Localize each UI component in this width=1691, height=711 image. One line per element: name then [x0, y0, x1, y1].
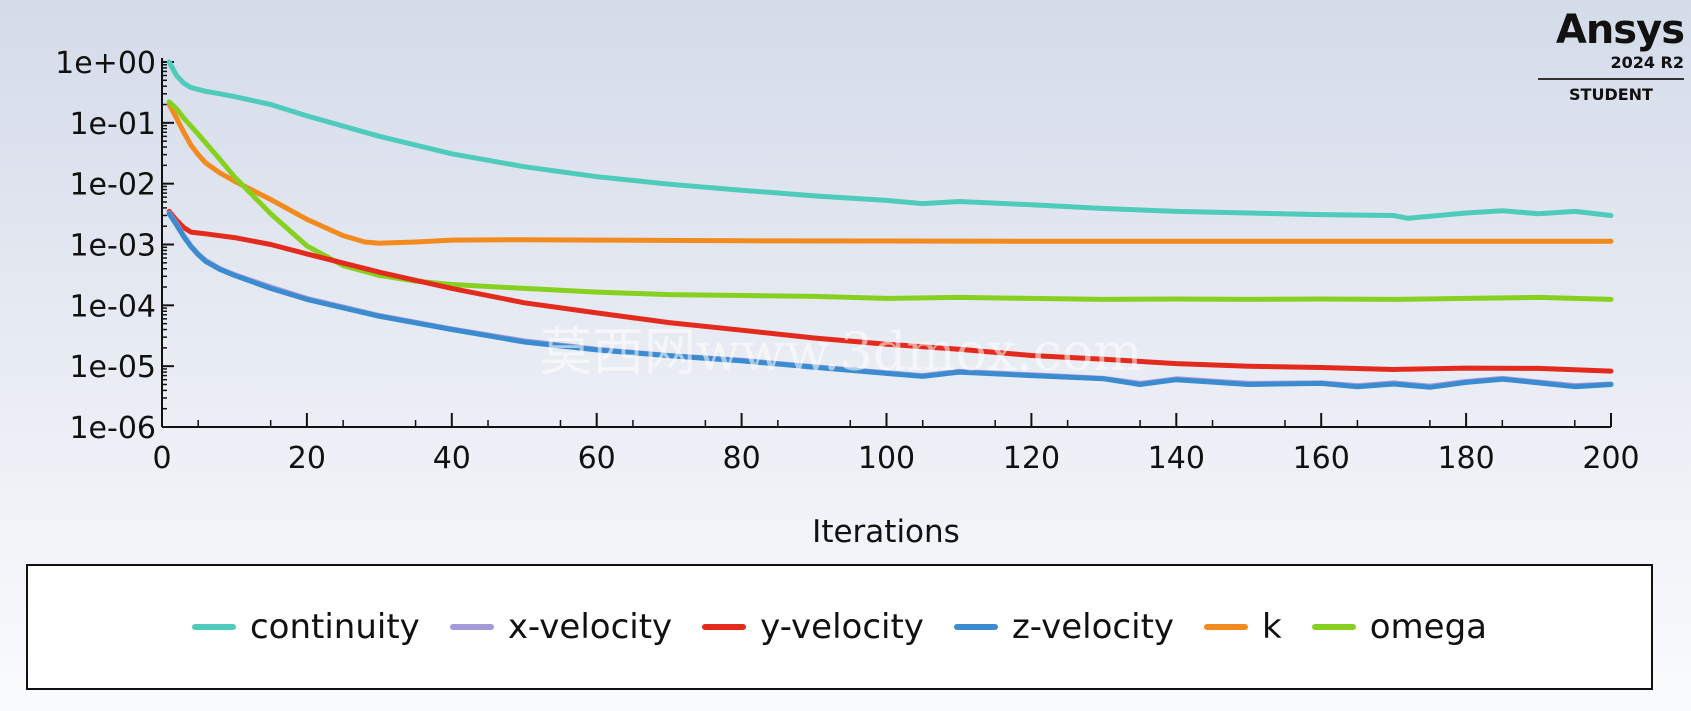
x-tick-label: 180	[1437, 441, 1494, 476]
y-tick-label: 1e-04	[69, 289, 156, 324]
legend-item-k: k	[1204, 607, 1282, 647]
x-tick-label: 100	[858, 441, 915, 476]
series-line-omega	[166, 99, 1614, 302]
legend-item-x-velocity: x-velocity	[449, 607, 673, 647]
legend-swatch	[702, 624, 747, 630]
series-line-y-velocity	[166, 208, 1614, 374]
legend-label: x-velocity	[507, 607, 673, 647]
logo-edition: STUDENT	[1569, 85, 1653, 104]
y-axis: 1e+00 1e-01 1e-02 1e-03 1e-04 1e-05 1e-06	[55, 46, 174, 446]
y-tick-label: 1e-05	[69, 350, 156, 385]
y-tick-label: 1e-03	[69, 229, 156, 264]
legend-label: continuity	[249, 607, 420, 647]
x-tick-label: 40	[433, 441, 471, 476]
y-tick-label: 1e-01	[69, 107, 156, 142]
ansys-logo: Ansys 2024 R2 STUDENT	[1538, 7, 1685, 104]
legend-swatch	[1204, 624, 1249, 630]
x-axis: 0 20 40 60 80 100 120 140 160 180 200	[152, 413, 1640, 476]
legend-label: y-velocity	[760, 607, 924, 647]
logo-divider	[1538, 78, 1684, 80]
legend-label: z-velocity	[1011, 607, 1175, 647]
logo-version: 2024 R2	[1610, 53, 1684, 72]
x-axis-title: Iterations	[812, 514, 960, 550]
legend-item-y-velocity: y-velocity	[702, 607, 924, 647]
x-tick-label: 0	[152, 441, 171, 476]
series-lines	[166, 59, 1614, 390]
series-line-continuity	[166, 59, 1614, 221]
y-tick-label: 1e-02	[69, 168, 156, 203]
legend-item-omega: omega	[1311, 607, 1487, 647]
legend-item-continuity: continuity	[191, 607, 420, 647]
series-line-z-velocity	[166, 211, 1614, 390]
x-tick-label: 80	[723, 441, 761, 476]
chart-legend: continuity x-velocity y-velocity z-velocity…	[26, 564, 1653, 690]
watermark-text: 莫西网www.3dmox.com	[540, 323, 1142, 383]
legend-swatch	[1311, 624, 1356, 630]
legend-label: omega	[1369, 607, 1487, 647]
x-tick-label: 160	[1293, 441, 1350, 476]
legend-swatch	[953, 624, 998, 630]
x-tick-label: 200	[1582, 441, 1639, 476]
x-tick-label: 120	[1003, 441, 1060, 476]
legend-swatch	[191, 624, 236, 630]
series-line-k	[166, 102, 1614, 246]
legend-label: k	[1262, 607, 1282, 647]
x-tick-label: 140	[1148, 441, 1205, 476]
y-tick-label: 1e-06	[69, 411, 156, 446]
legend-swatch	[449, 624, 494, 630]
x-tick-label: 20	[288, 441, 326, 476]
x-tick-label: 60	[578, 441, 616, 476]
y-tick-label: 1e+00	[55, 46, 156, 81]
logo-brand: Ansys	[1555, 7, 1685, 53]
legend-item-z-velocity: z-velocity	[953, 607, 1175, 647]
